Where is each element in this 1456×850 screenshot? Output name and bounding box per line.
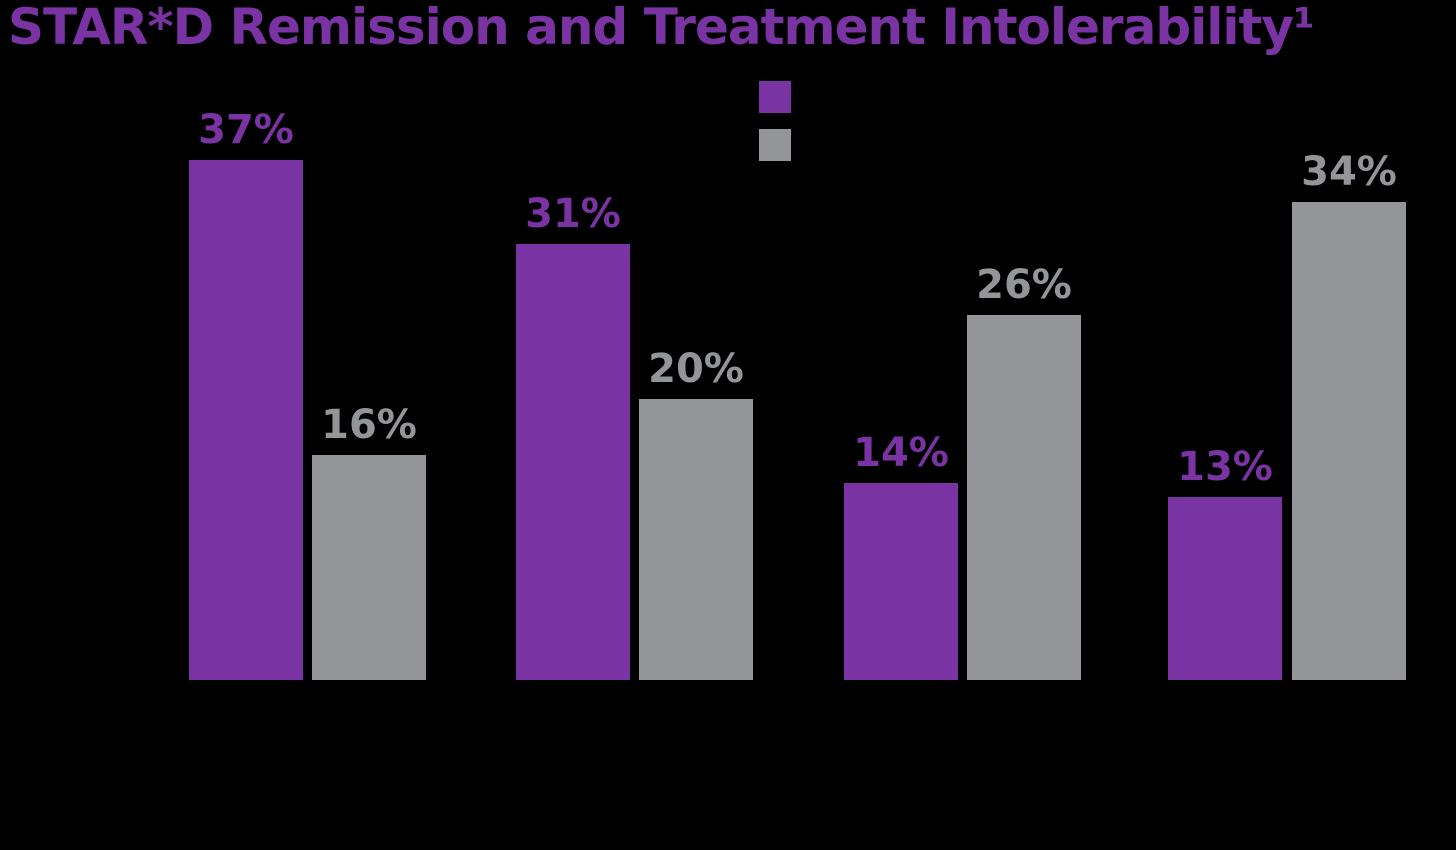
value-label-gray-group-1: 16% [321, 402, 417, 448]
bar-gray-group-4 [1292, 202, 1406, 680]
value-label-gray-group-2: 20% [648, 346, 744, 392]
value-label-purple-group-3: 14% [853, 430, 949, 476]
value-label-purple-group-2: 31% [525, 191, 621, 237]
bar-purple-group-3 [844, 483, 958, 680]
bar-purple-group-1 [189, 160, 303, 680]
value-label-purple-group-1: 37% [198, 107, 294, 153]
value-label-gray-group-3: 26% [976, 262, 1072, 308]
bar-gray-group-1 [312, 455, 426, 680]
chart-title: STAR*D Remission and Treatment Intolerab… [8, 0, 1315, 56]
chart-legend [759, 81, 791, 161]
purple-series-legend-swatch [759, 81, 791, 113]
bar-purple-group-4 [1168, 497, 1282, 680]
bar-purple-group-2 [516, 244, 630, 680]
bar-gray-group-2 [639, 399, 753, 680]
value-label-purple-group-4: 13% [1177, 444, 1273, 490]
gray-series-legend-swatch [759, 129, 791, 161]
bar-gray-group-3 [967, 315, 1081, 680]
value-label-gray-group-4: 34% [1301, 149, 1397, 195]
